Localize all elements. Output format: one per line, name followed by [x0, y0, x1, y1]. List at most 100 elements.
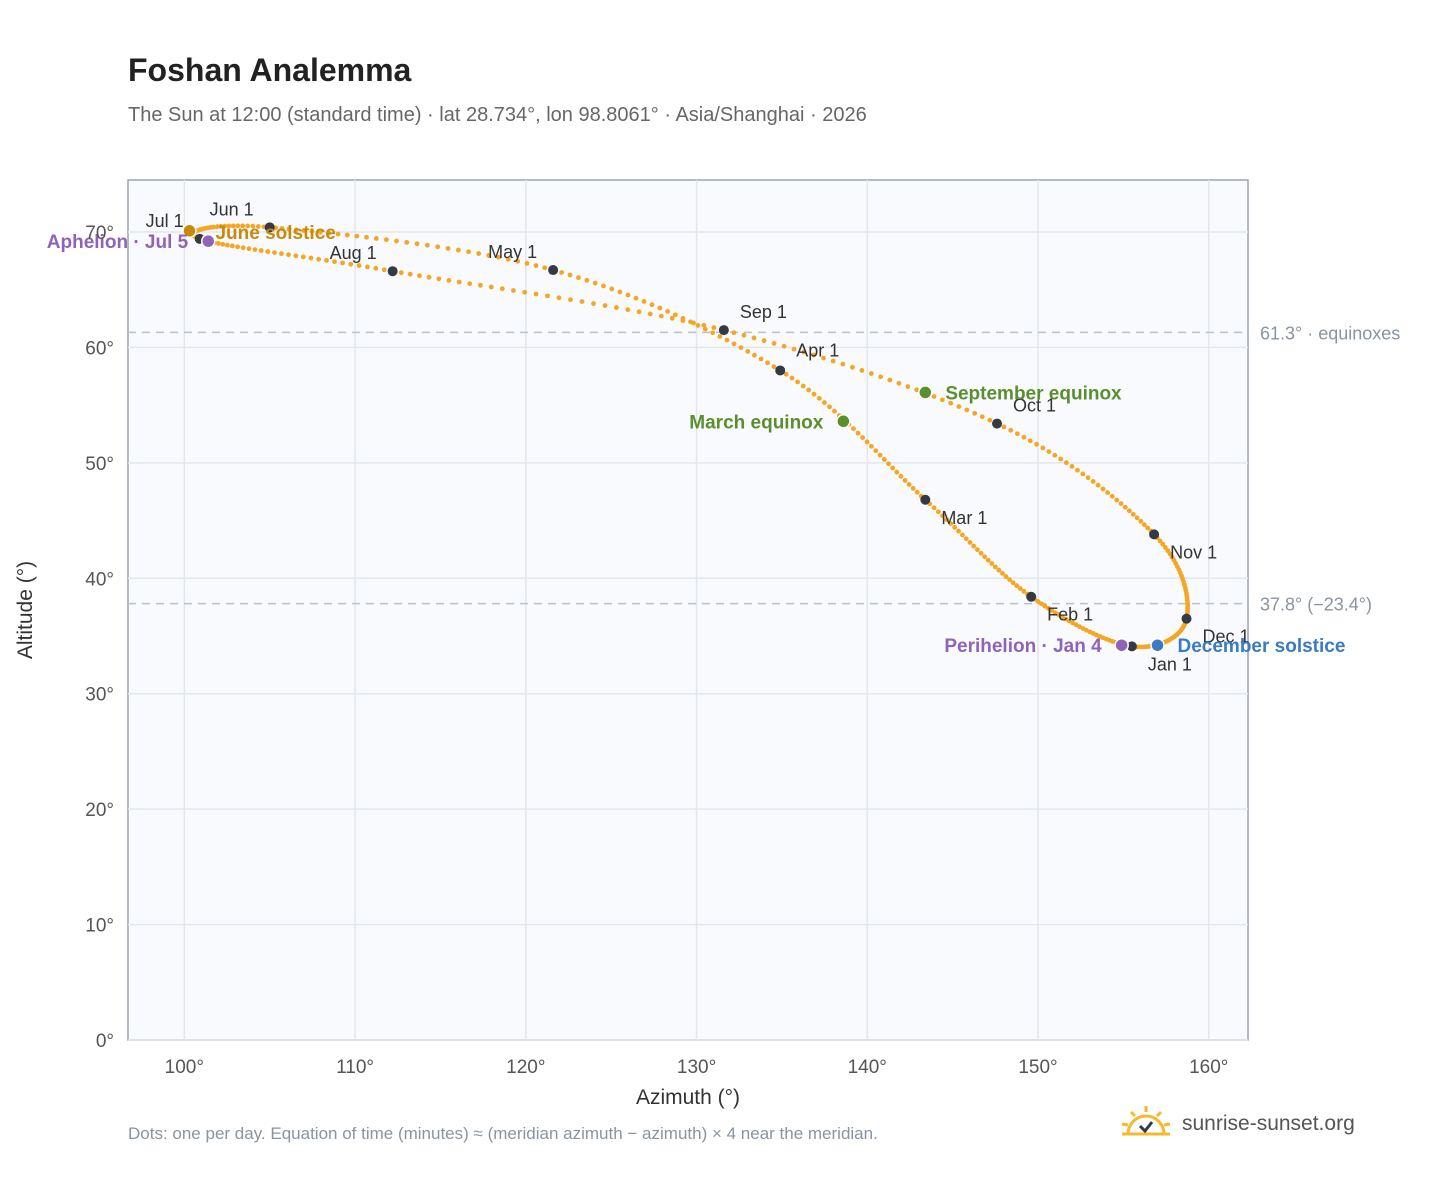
day-dot — [641, 298, 647, 304]
day-dot — [1010, 580, 1016, 586]
day-dot — [488, 284, 494, 290]
brand[interactable]: sunrise-sunset.org — [1120, 1104, 1355, 1144]
day-dot — [522, 289, 528, 295]
day-dot — [783, 371, 789, 377]
day-dot — [467, 281, 473, 287]
day-dot — [576, 275, 581, 281]
day-dot — [1095, 482, 1101, 488]
day-dot — [394, 238, 399, 244]
day-markers: Jan 1 Feb 1 Mar 1 Apr 1 May 1 Jun 1 Jul 1 Aug 1… — [47, 199, 1346, 674]
day-dot — [771, 364, 777, 370]
day-dot — [1027, 438, 1033, 444]
day-dot — [940, 513, 945, 519]
day-dot — [887, 377, 893, 383]
event-label: Aphelion · Jul 5 — [47, 232, 189, 253]
day-dot — [426, 274, 432, 280]
day-dot — [1090, 479, 1096, 484]
day-dot — [424, 242, 430, 248]
day-dot — [567, 272, 573, 278]
day-dot — [455, 247, 461, 253]
day-dot — [914, 489, 920, 495]
day-dot — [286, 226, 292, 232]
day-dot — [1021, 434, 1027, 440]
event-marker — [1150, 637, 1165, 653]
day-dot — [1049, 608, 1055, 613]
day-dot — [486, 253, 492, 258]
day-dot — [827, 404, 832, 410]
day-dot — [868, 371, 874, 376]
day-dot — [373, 265, 379, 271]
day-dot — [301, 228, 307, 233]
day-dot — [1157, 538, 1163, 544]
day-dot — [1063, 616, 1069, 622]
day-dot — [800, 383, 806, 389]
day-dot — [265, 249, 271, 254]
day-dot — [771, 341, 777, 346]
day-dot — [592, 280, 598, 286]
day-dot — [240, 245, 246, 251]
day-dot — [691, 320, 696, 326]
day-dot — [1052, 610, 1058, 616]
sun-logo-icon — [1120, 1104, 1172, 1145]
day-dot — [906, 482, 912, 487]
day-dot — [1075, 467, 1080, 473]
y-axis-label: Altitude (°) — [14, 561, 37, 659]
day-dot — [356, 263, 362, 268]
day-dot — [1118, 501, 1124, 507]
day-dot — [672, 312, 678, 318]
day-dot — [851, 426, 856, 432]
day-dot — [542, 265, 548, 271]
day-dot — [1109, 493, 1115, 499]
day-dot — [348, 261, 354, 267]
day-dot — [905, 384, 911, 389]
day-dot — [931, 505, 937, 511]
day-dot — [398, 270, 404, 276]
x-tick-label: 150° — [1018, 1057, 1057, 1078]
x-tick-label: 110° — [336, 1057, 374, 1078]
day-dot — [914, 387, 920, 393]
month-label: Aug 1 — [330, 243, 377, 263]
day-dot — [956, 528, 961, 534]
day-dot — [873, 448, 879, 454]
month-label: Sep 1 — [740, 302, 787, 322]
day-dot — [279, 226, 285, 231]
day-dot — [960, 532, 965, 538]
day-dot — [1046, 449, 1052, 454]
y-tick-label: 10° — [85, 916, 114, 937]
day-dot — [822, 400, 827, 405]
day-dot — [890, 465, 896, 471]
day-dot — [1014, 431, 1020, 437]
day-dot — [886, 461, 891, 467]
day-dot — [985, 557, 991, 563]
day-dot — [711, 325, 717, 331]
day-dot — [240, 223, 246, 229]
month-marker — [718, 325, 729, 336]
day-dot — [317, 229, 323, 235]
event-label: September equinox — [945, 383, 1122, 404]
day-dot — [364, 234, 369, 240]
day-dot — [992, 564, 998, 570]
day-dot — [978, 550, 984, 556]
day-dot — [811, 391, 817, 397]
day-dot — [952, 524, 958, 530]
day-dot — [781, 343, 787, 349]
day-dot — [1017, 586, 1023, 591]
day-dot — [859, 367, 865, 373]
day-dot — [568, 297, 573, 303]
day-dot — [832, 408, 837, 414]
y-tick-label: 30° — [85, 685, 114, 706]
day-dot — [948, 521, 954, 526]
day-dot — [869, 443, 874, 449]
brand-name[interactable]: sunrise-sunset.org — [1182, 1112, 1355, 1135]
day-dot — [533, 291, 539, 297]
day-dot — [332, 259, 337, 265]
day-dot — [896, 380, 902, 386]
reference-line-label: 61.3° · equinoxes — [1260, 323, 1400, 343]
chart-subtitle: The Sun at 12:00 (standard time) · lat 2… — [128, 104, 867, 126]
day-dot — [761, 338, 767, 344]
day-dot — [456, 279, 462, 285]
day-dot — [625, 307, 631, 313]
day-dot — [617, 289, 623, 295]
month-marker — [775, 365, 786, 376]
